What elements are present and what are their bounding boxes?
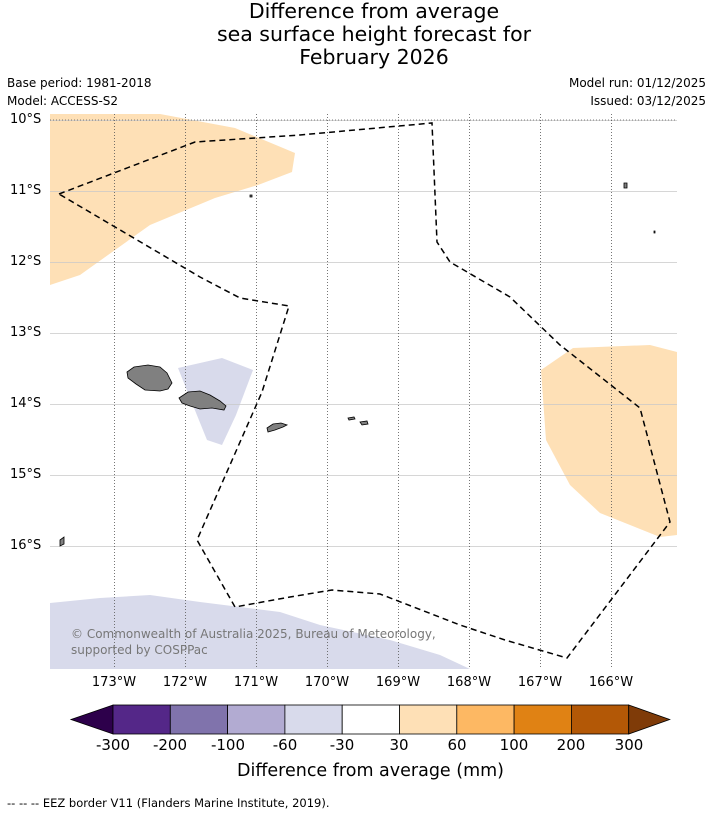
lat-label-10s: 10°S: [10, 112, 42, 127]
colorbar-swatch-1: [112, 704, 171, 735]
colorbar-swatch-7: [456, 704, 515, 735]
island-northeast-atoll: [623, 182, 628, 189]
island-upolu: [178, 390, 227, 411]
lat-label-15s: 15°S: [10, 467, 42, 482]
colorbar-tick-minus-60: -60: [272, 736, 298, 754]
lat-label-14s: 14°S: [10, 396, 42, 411]
island-rose-atoll: [653, 230, 656, 234]
colorbar-tick-60: 60: [447, 736, 467, 754]
metadata-right: Model run: 01/12/2025 Issued: 03/12/2025: [569, 74, 706, 110]
eez-border: [58, 122, 671, 659]
lon-label-167w: 167°W: [517, 675, 563, 690]
eez-legend-note: -- -- -- EEZ border V11 (Flanders Marine…: [7, 796, 330, 810]
colorbar-tick-minus-200: -200: [152, 736, 188, 754]
colorbar-swatch-5: [341, 704, 400, 735]
anomaly-negative-region-south: [50, 595, 470, 669]
island-tau: [359, 420, 369, 426]
lon-label-168w: 168°W: [446, 675, 492, 690]
lon-label-166w: 166°W: [588, 675, 634, 690]
colorbar-tick-minus-100: -100: [210, 736, 246, 754]
colorbar-swatch-4: [284, 704, 343, 735]
colorbar-swatch-9: [571, 704, 630, 735]
colorbar-title: Difference from average (mm): [236, 761, 505, 781]
colorbar-extend-low: [69, 704, 114, 735]
lon-label-170w: 170°W: [304, 675, 350, 690]
lon-label-172w: 172°W: [162, 675, 208, 690]
colorbar-tick-200: 200: [556, 736, 586, 754]
colorbar-tick-100: 100: [499, 736, 529, 754]
colorbar-extend-high: [628, 704, 671, 735]
title-line-3: February 2026: [299, 45, 449, 69]
anomaly-positive-region-east: [541, 345, 677, 537]
colorbar-tick-30: 30: [389, 736, 409, 754]
copyright-notice: © Commonwealth of Australia 2025, Bureau…: [71, 627, 436, 657]
lat-label-13s: 13°S: [10, 325, 42, 340]
lon-label-169w: 169°W: [375, 675, 421, 690]
lat-label-11s: 11°S: [10, 183, 42, 198]
map-title: Difference from average sea surface heig…: [0, 0, 713, 69]
model-run: Model run: 01/12/2025: [568, 76, 706, 90]
title-line-1: Difference from average: [248, 0, 500, 23]
colorbar-tick-minus-300: -300: [95, 736, 131, 754]
colorbar-swatch-3: [227, 704, 286, 735]
model-name: Model: ACCESS-S2: [7, 94, 119, 108]
island-savaii: [126, 364, 173, 392]
colorbar-swatch-8: [513, 704, 572, 735]
islands: [59, 182, 656, 547]
issued-date: Issued: 03/12/2025: [590, 94, 706, 108]
base-period: Base period: 1981-2018: [7, 76, 152, 90]
island-ofu: [347, 416, 356, 421]
lon-label-171w: 171°W: [233, 675, 279, 690]
title-line-2: sea surface height forecast for: [216, 22, 532, 46]
latitude-gridlines: [50, 120, 677, 547]
colorbar-tick-minus-30: -30: [329, 736, 355, 754]
map-plot-area: [50, 114, 677, 669]
longitude-gridlines: [114, 114, 612, 669]
colorbar-swatches: [69, 704, 671, 735]
lat-label-12s: 12°S: [10, 254, 42, 269]
anomaly-positive-region-nw: [50, 114, 295, 285]
island-tutuila: [266, 422, 289, 433]
island-niuatoputapu: [59, 536, 65, 547]
colorbar-swatch-2: [169, 704, 229, 735]
metadata-left: Base period: 1981-2018 Model: ACCESS-S2: [7, 74, 152, 110]
island-swains: [249, 194, 253, 198]
lon-label-173w: 173°W: [91, 675, 137, 690]
colorbar-swatch-6: [399, 704, 458, 735]
lat-label-16s: 16°S: [10, 538, 42, 553]
colorbar-tick-300: 300: [614, 736, 644, 754]
